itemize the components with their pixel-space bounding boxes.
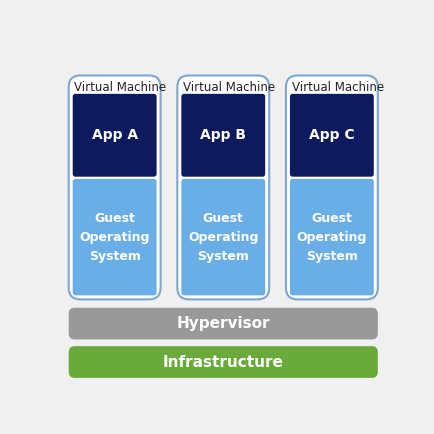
Text: Virtual Machine: Virtual Machine (183, 82, 275, 95)
Text: Guest
Operating
System: Guest Operating System (79, 212, 150, 263)
FancyBboxPatch shape (286, 76, 378, 299)
FancyBboxPatch shape (181, 179, 265, 296)
FancyBboxPatch shape (73, 94, 157, 177)
Text: Virtual Machine: Virtual Machine (74, 82, 167, 95)
FancyBboxPatch shape (178, 76, 269, 299)
Text: Guest
Operating
System: Guest Operating System (188, 212, 259, 263)
FancyBboxPatch shape (69, 308, 378, 339)
Text: Infrastructure: Infrastructure (163, 355, 284, 369)
FancyBboxPatch shape (290, 94, 374, 177)
FancyBboxPatch shape (181, 94, 265, 177)
Text: App B: App B (200, 128, 246, 142)
Text: Guest
Operating
System: Guest Operating System (297, 212, 367, 263)
Text: Hypervisor: Hypervisor (177, 316, 270, 331)
Text: App A: App A (92, 128, 138, 142)
Text: Virtual Machine: Virtual Machine (292, 82, 384, 95)
FancyBboxPatch shape (69, 346, 378, 378)
FancyBboxPatch shape (69, 76, 161, 299)
FancyBboxPatch shape (290, 179, 374, 296)
FancyBboxPatch shape (73, 179, 157, 296)
Text: App C: App C (309, 128, 355, 142)
